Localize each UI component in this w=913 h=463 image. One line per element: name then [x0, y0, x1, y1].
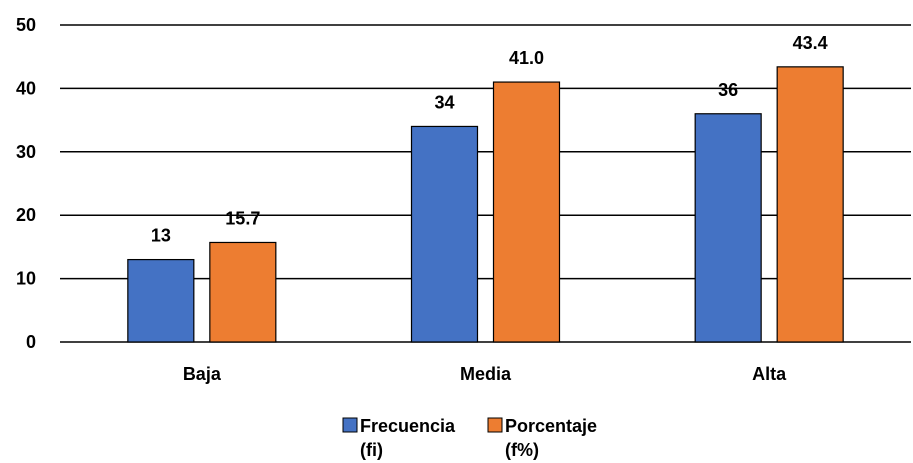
x-axis: Baja Media Alta	[183, 364, 787, 384]
data-labels: 13 15.7 34 41.0 36 43.4	[151, 33, 828, 246]
bars	[127, 66, 844, 343]
legend-label-frecuencia: Frecuencia	[360, 416, 456, 436]
x-category-label: Media	[460, 364, 512, 384]
data-label: 13	[151, 226, 171, 246]
y-axis: 0 10 20 30 40 50	[16, 15, 36, 352]
data-label: 43.4	[793, 33, 828, 53]
x-category-label: Baja	[183, 364, 222, 384]
bar-media-porcentaje	[492, 81, 561, 343]
bar-alta-frecuencia	[694, 113, 762, 343]
data-label: 36	[718, 80, 738, 100]
data-label: 41.0	[509, 48, 544, 68]
legend-label-porcentaje-line2: (f%)	[505, 440, 539, 460]
y-tick-label: 30	[16, 142, 36, 162]
bar-baja-porcentaje	[209, 241, 277, 343]
gridlines	[60, 24, 911, 343]
legend-label-porcentaje: Porcentaje	[505, 416, 597, 436]
x-category-label: Alta	[752, 364, 787, 384]
bar-media-frecuencia	[410, 125, 479, 343]
data-label: 34	[434, 92, 454, 112]
legend-swatch-porcentaje	[487, 417, 503, 433]
y-tick-label: 40	[16, 78, 36, 98]
bar-baja-frecuencia	[127, 258, 195, 343]
legend: Frecuencia (fi) Porcentaje (f%)	[342, 416, 597, 460]
data-label: 15.7	[225, 208, 260, 228]
legend-label-frecuencia-line2: (fi)	[360, 440, 383, 460]
y-tick-label: 50	[16, 15, 36, 35]
y-tick-label: 20	[16, 205, 36, 225]
legend-swatch-frecuencia	[342, 417, 358, 433]
y-tick-label: 0	[26, 332, 36, 352]
y-tick-label: 10	[16, 269, 36, 289]
bar-alta-porcentaje	[776, 66, 844, 343]
